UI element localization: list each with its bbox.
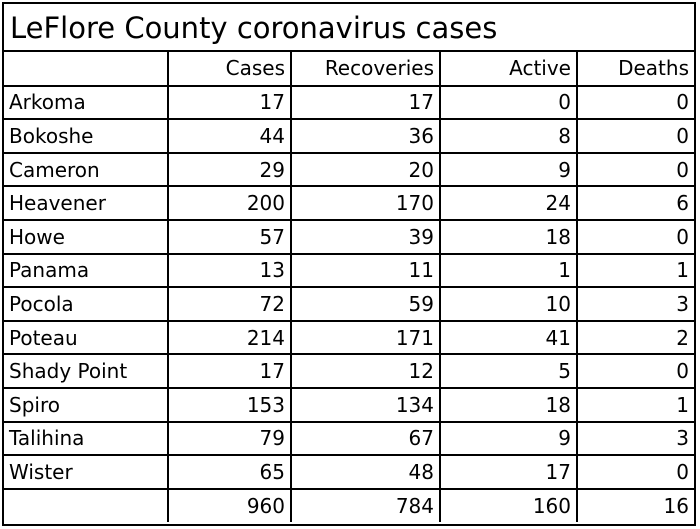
cell-name: Bokoshe xyxy=(4,119,169,154)
cell-deaths: 2 xyxy=(577,320,694,356)
cell-name: Cameron xyxy=(4,152,169,188)
cell-active: 17 xyxy=(440,455,578,490)
cell-deaths: 6 xyxy=(577,186,694,221)
header-cell-cases: Cases xyxy=(168,52,292,87)
totals-row: 960 784 160 16 xyxy=(4,488,694,523)
table-row: Wister 65 48 17 0 xyxy=(4,455,694,490)
cell-cases: 17 xyxy=(168,85,292,121)
cell-deaths: 0 xyxy=(577,152,694,188)
cell-recoveries: 134 xyxy=(291,387,441,423)
cell-deaths: 0 xyxy=(577,354,694,389)
cell-deaths: 3 xyxy=(577,287,694,322)
table-row: Pocola 72 59 10 3 xyxy=(4,287,694,322)
cell-name: Panama xyxy=(4,253,169,289)
cell-active: 9 xyxy=(440,152,578,188)
table-row: Heavener 200 170 24 6 xyxy=(4,186,694,221)
cell-recoveries: 170 xyxy=(291,186,441,221)
cell-cases: 17 xyxy=(168,354,292,389)
cell-deaths: 3 xyxy=(577,421,694,457)
table-title: LeFlore County coronavirus cases xyxy=(4,4,694,52)
cell-cases: 214 xyxy=(168,320,292,356)
table-row: Bokoshe 44 36 8 0 xyxy=(4,119,694,154)
cell-active: 18 xyxy=(440,387,578,423)
cases-table-body: Cases Recoveries Active Deaths Arkoma 17 1… xyxy=(4,52,694,523)
cell-deaths: 16 xyxy=(663,494,689,519)
table-row: Cameron 29 20 9 0 xyxy=(4,152,694,188)
table-row: Shady Point 17 12 5 0 xyxy=(4,354,694,389)
cell-name: Talihina xyxy=(4,421,169,457)
cell-deaths: 0 xyxy=(577,455,694,490)
cell-name xyxy=(4,488,169,523)
cell-recoveries: 36 xyxy=(291,119,441,154)
cell-cases: 72 xyxy=(168,287,292,322)
table-row: Howe 57 39 18 0 xyxy=(4,219,694,255)
cell-cases: 57 xyxy=(168,219,292,255)
cell-recoveries: 59 xyxy=(291,287,441,322)
cell-cases: 960 xyxy=(168,488,292,523)
header-cell-active: Active xyxy=(440,52,578,87)
cell-cases: 65 xyxy=(168,455,292,490)
header-cell-deaths: Deaths xyxy=(577,52,694,87)
cell-name: Spiro xyxy=(4,387,169,423)
cell-cases: 13 xyxy=(168,253,292,289)
cell-recoveries: 17 xyxy=(291,85,441,121)
cell-deaths: 1 xyxy=(577,253,694,289)
cell-name: Wister xyxy=(4,455,169,490)
cell-deaths: 1 xyxy=(577,387,694,423)
cell-recoveries: 48 xyxy=(291,455,441,490)
cell-name: Poteau xyxy=(4,320,169,356)
table-row: Talihina 79 67 9 3 xyxy=(4,421,694,457)
cell-cases: 200 xyxy=(168,186,292,221)
cell-deaths: 0 xyxy=(577,219,694,255)
cell-recoveries: 171 xyxy=(291,320,441,356)
cell-name: Arkoma xyxy=(4,85,169,121)
cell-active: 160 xyxy=(440,488,578,523)
cell-cases: 44 xyxy=(168,119,292,154)
cell-active: 24 xyxy=(440,186,578,221)
cell-cases: 29 xyxy=(168,152,292,188)
table-row: Arkoma 17 17 0 0 xyxy=(4,85,694,121)
table-row: Panama 13 11 1 1 xyxy=(4,253,694,289)
cell-active: 9 xyxy=(440,421,578,457)
cell-active: 18 xyxy=(440,219,578,255)
cell-active: 5 xyxy=(440,354,578,389)
cell-name: Shady Point xyxy=(4,354,169,389)
cell-deaths: 0 xyxy=(577,85,694,121)
cell-recoveries: 11 xyxy=(291,253,441,289)
cell-cases: 153 xyxy=(168,387,292,423)
cell-name: Heavener xyxy=(4,186,169,221)
cell-active: 41 xyxy=(440,320,578,356)
cell-active: 10 xyxy=(440,287,578,322)
cell-name: Howe xyxy=(4,219,169,255)
cases-table: Cases Recoveries Active Deaths Arkoma 17 1… xyxy=(4,52,694,523)
cell-name: Pocola xyxy=(4,287,169,322)
cell-recoveries: 20 xyxy=(291,152,441,188)
table-row: Spiro 153 134 18 1 xyxy=(4,387,694,423)
cell-active: 0 xyxy=(440,85,578,121)
cell-recoveries: 67 xyxy=(291,421,441,457)
table-row: Poteau 214 171 41 2 xyxy=(4,320,694,356)
cell-active: 1 xyxy=(440,253,578,289)
header-cell-recoveries: Recoveries xyxy=(291,52,441,87)
header-row: Cases Recoveries Active Deaths xyxy=(4,52,694,87)
cell-active: 8 xyxy=(440,119,578,154)
cell-cases: 79 xyxy=(168,421,292,457)
cell-recoveries: 784 xyxy=(291,488,441,523)
header-cell-town xyxy=(4,52,169,87)
cell-deaths: 0 xyxy=(577,119,694,154)
cell-recoveries: 39 xyxy=(291,219,441,255)
cell-recoveries: 12 xyxy=(291,354,441,389)
